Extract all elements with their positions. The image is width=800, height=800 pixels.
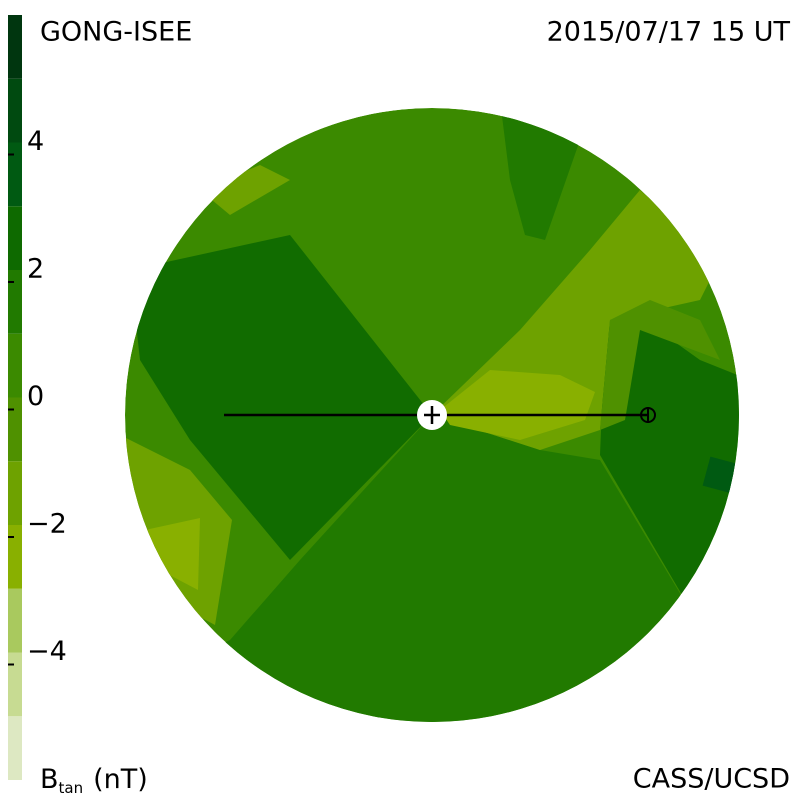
colorbar-band	[8, 716, 22, 780]
colorbar-band	[8, 652, 22, 717]
credit: CASS/UCSD	[633, 764, 790, 795]
colorbar-band	[8, 333, 22, 398]
colorbar-band	[8, 206, 22, 270]
colorbar-band	[8, 142, 22, 207]
colorbar-tick-label: 2	[27, 254, 44, 285]
colorbar-band	[8, 78, 22, 143]
symbol: B	[40, 764, 59, 795]
colorbar-tick-label: 4	[27, 126, 44, 157]
colorbar-band	[8, 397, 22, 462]
colorbar-band	[8, 461, 22, 525]
colorbar-band	[8, 270, 22, 334]
colorbar-band	[8, 525, 22, 589]
colorbar-tick-label: −4	[27, 636, 67, 667]
colorbar-label: Btan (nT)	[40, 764, 148, 797]
subscript: tan	[59, 779, 84, 797]
title-right: 2015/07/17 15 UT	[547, 17, 791, 48]
unit: (nT)	[93, 764, 148, 795]
title-left: GONG-ISEE	[40, 17, 192, 48]
colorbar-tick-label: −2	[27, 509, 67, 540]
colorbar-tick-label: 0	[27, 381, 44, 412]
colorbar-band	[8, 588, 22, 653]
colorbar-band	[8, 15, 22, 79]
